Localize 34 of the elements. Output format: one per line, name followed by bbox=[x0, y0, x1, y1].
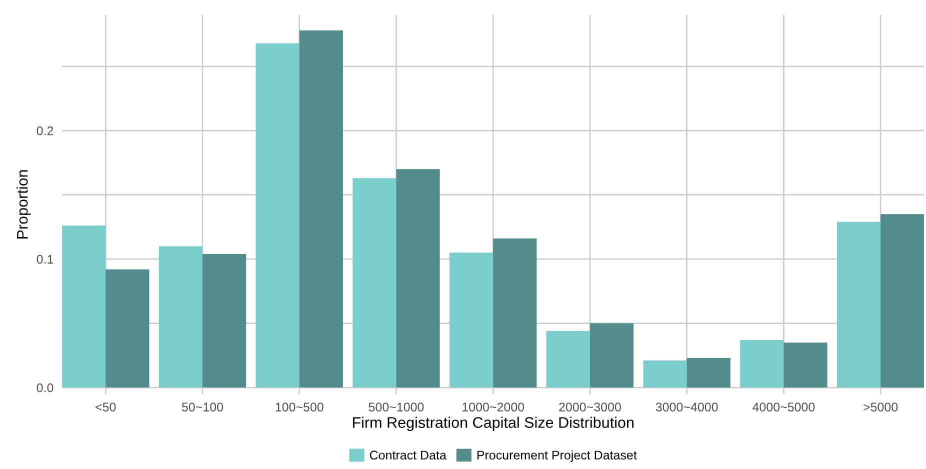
bar bbox=[106, 269, 150, 388]
bar bbox=[62, 226, 106, 388]
bar bbox=[202, 254, 246, 388]
y-axis-title: Proportion bbox=[16, 170, 31, 238]
x-tick-label: 2000~3000 bbox=[559, 402, 621, 412]
x-tick-label: <50 bbox=[96, 402, 116, 412]
legend-label: Contract Data bbox=[370, 450, 446, 460]
x-tick-label: >5000 bbox=[864, 402, 898, 412]
bar bbox=[643, 360, 687, 388]
x-tick-label: 3000~4000 bbox=[656, 402, 718, 412]
bar bbox=[158, 246, 202, 388]
y-tick-label: 0.1 bbox=[36, 254, 54, 264]
bar bbox=[450, 252, 494, 388]
bar bbox=[836, 222, 881, 388]
x-axis-title: Firm Registration Capital Size Distribution bbox=[352, 416, 634, 431]
bar bbox=[686, 358, 730, 388]
bar bbox=[740, 340, 784, 388]
x-tick-label: 50~100 bbox=[182, 402, 224, 412]
bar bbox=[880, 214, 924, 388]
bar bbox=[352, 178, 396, 388]
x-tick-label: 500~1000 bbox=[368, 402, 424, 412]
x-tick-label: 100~500 bbox=[276, 402, 324, 412]
y-tick-label: 0.0 bbox=[36, 383, 54, 392]
x-tick-label: 4000~5000 bbox=[752, 402, 815, 412]
legend-label: Procurement Project Dataset bbox=[477, 450, 637, 462]
bar bbox=[590, 323, 634, 388]
bar bbox=[299, 30, 343, 388]
y-tick-label: 0.2 bbox=[36, 126, 54, 136]
x-tick-label: 1000~2000 bbox=[462, 402, 524, 412]
bar bbox=[784, 342, 828, 388]
bar bbox=[256, 43, 300, 388]
bar bbox=[396, 169, 440, 388]
bar bbox=[546, 331, 590, 388]
bar bbox=[493, 238, 537, 388]
